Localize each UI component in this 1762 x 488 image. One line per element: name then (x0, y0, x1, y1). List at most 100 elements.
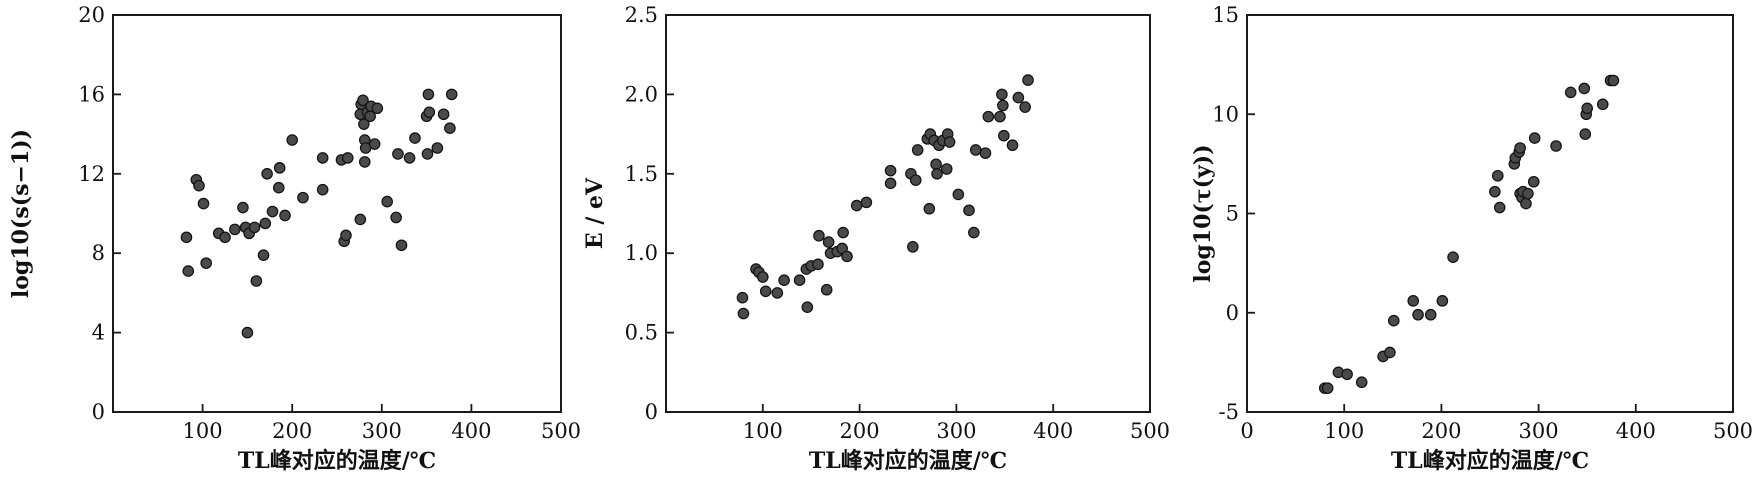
data-point (266, 205, 279, 218)
data-point (368, 138, 381, 150)
data-point (963, 204, 975, 217)
data-point (1607, 74, 1620, 87)
data-point (737, 307, 750, 320)
data-point (219, 231, 231, 244)
y-tick-label: 2.5 (625, 3, 658, 27)
data-point (357, 94, 369, 107)
y-axis-title: log10(s(s−1)) (8, 129, 34, 298)
data-point (982, 110, 995, 123)
data-point (1491, 169, 1504, 182)
data-point (358, 156, 371, 168)
data-point (1489, 185, 1501, 198)
data-point (943, 136, 956, 148)
data-point (182, 265, 195, 277)
data-point (1520, 197, 1532, 210)
data-point (423, 106, 436, 119)
x-tick-label: 300 (936, 419, 976, 443)
data-point (341, 152, 354, 164)
data-point (850, 199, 863, 212)
data-point (998, 129, 1010, 142)
data-point (1355, 376, 1368, 389)
data-point (354, 213, 367, 226)
data-point (437, 108, 450, 121)
data-point (1550, 140, 1562, 152)
data-point (968, 226, 980, 239)
data-point (1596, 98, 1609, 111)
x-tick-label: 400 (451, 419, 491, 443)
data-point (930, 158, 942, 171)
y-axis-title: E / eV (582, 177, 608, 249)
y-tick-label: 4 (92, 321, 105, 345)
data-point (841, 250, 853, 263)
y-tick-label: 0 (1226, 301, 1239, 325)
data-point (801, 301, 814, 313)
x-tick-label: 0 (1240, 419, 1253, 443)
data-point (860, 196, 873, 209)
data-point (381, 195, 393, 208)
data-point (445, 88, 458, 101)
data-point (1384, 346, 1396, 359)
data-point (286, 134, 298, 146)
data-point (907, 241, 919, 253)
data-point (884, 177, 897, 190)
data-point (778, 274, 790, 286)
data-point (392, 148, 404, 160)
y-tick-label: 2.0 (625, 82, 658, 106)
data-point (422, 88, 435, 101)
x-tick-label: 300 (1519, 419, 1559, 443)
data-point (316, 183, 329, 196)
y-tick-label: 0 (645, 400, 658, 424)
data-point (371, 102, 384, 115)
x-tick-label: 200 (272, 419, 312, 443)
data-point (1387, 314, 1400, 327)
data-point (1321, 382, 1334, 394)
data-point (952, 188, 965, 201)
data-point (200, 257, 212, 269)
x-tick-label: 100 (183, 419, 223, 443)
data-point (1424, 308, 1437, 321)
data-point (822, 236, 835, 248)
data-point (759, 285, 772, 298)
data-point (793, 274, 806, 286)
x-tick-label: 400 (1033, 419, 1073, 443)
y-tick-label: 15 (1212, 3, 1239, 27)
data-point (736, 291, 749, 304)
x-tick-label: 100 (1324, 419, 1364, 443)
data-point (1514, 142, 1526, 154)
data-point (931, 168, 943, 180)
data-point (273, 162, 286, 174)
y-tick-label: 1.5 (625, 162, 658, 186)
data-point (444, 122, 456, 134)
data-point (1564, 86, 1577, 99)
data-point (812, 258, 824, 271)
y-axis-title: log10(τ(y)) (1190, 144, 1216, 282)
data-point (403, 152, 416, 164)
data-point (259, 217, 272, 230)
data-point (1012, 91, 1025, 104)
data-point (1579, 128, 1592, 140)
data-point (940, 163, 953, 175)
data-point (316, 152, 329, 164)
data-point (358, 118, 370, 130)
data-point (1447, 251, 1459, 263)
x-tick-label: 100 (743, 419, 783, 443)
data-point (997, 99, 1009, 112)
y-tick-label: 5 (1226, 202, 1239, 226)
data-point (820, 283, 833, 296)
data-point (837, 226, 849, 239)
data-point (756, 271, 769, 283)
x-tick-label: 300 (362, 419, 402, 443)
x-tick-label: 500 (1130, 419, 1170, 443)
panel-tau: 0 100 200 300 400 500-5051015TL峰对应的温度/℃log10(… (1190, 3, 1753, 474)
data-point (340, 229, 352, 242)
data-point (1407, 295, 1420, 307)
data-point (261, 168, 273, 180)
x-tick-label: 200 (840, 419, 880, 443)
data-point (409, 132, 421, 144)
data-point (193, 179, 205, 192)
y-tick-label: 0 (92, 400, 105, 424)
x-axis-title: TL峰对应的温度/℃ (238, 448, 436, 474)
data-point (431, 142, 444, 154)
y-tick-label: 8 (92, 241, 105, 265)
